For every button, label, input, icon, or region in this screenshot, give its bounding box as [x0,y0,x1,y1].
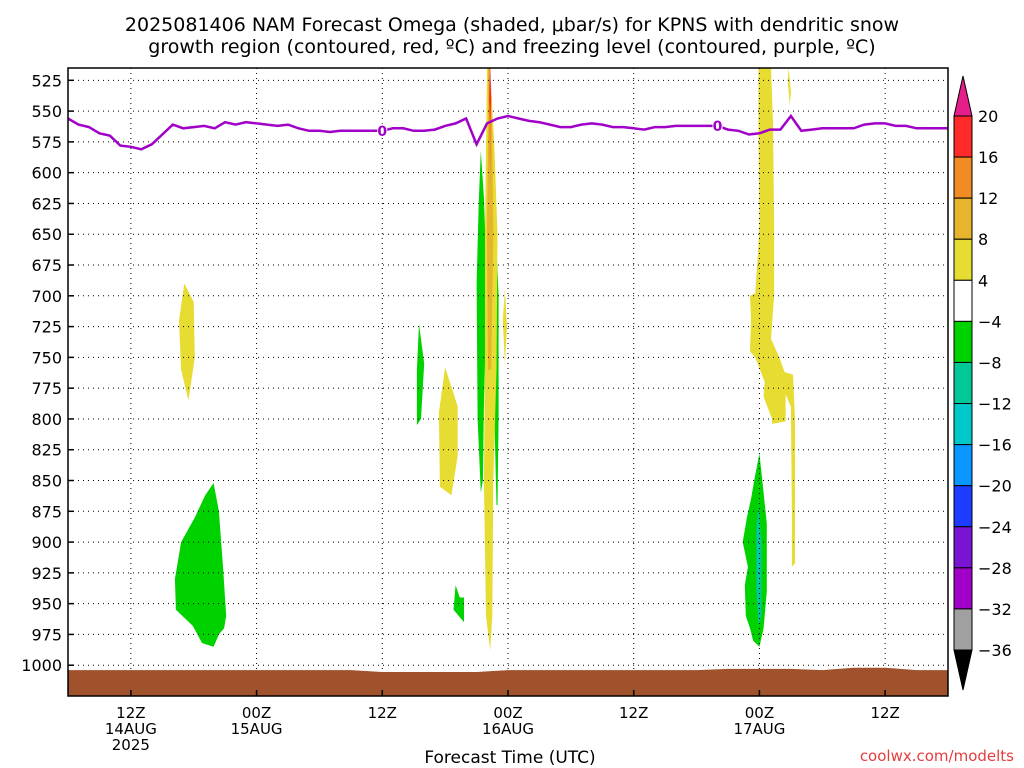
y-tick-label-875: 875 [31,502,62,521]
colorbar-bin-0 [953,115,973,158]
x-tick-label-66-1: 17AUG [733,720,785,738]
y-tick-label-600: 600 [31,164,62,183]
omega-region-5 [476,150,487,493]
y-tick-label-750: 750 [31,348,62,367]
omega-region-2 [416,324,425,426]
omega-region-3 [438,367,458,496]
omega-region-8 [487,68,494,370]
colorbar-label-8: −16 [978,436,1012,455]
y-tick-label-1000: 1000 [21,656,62,675]
colorbar-label-10: −24 [978,518,1012,537]
colorbar-bin-6 [953,361,973,405]
omega-shaded-regions [174,68,795,651]
colorbar-bin-8 [953,444,973,487]
colorbar-label-13: −36 [978,641,1012,660]
colorbar: 20 16 12 8 4 −4 −8 −12 −16 −20 −24 −28 −32 −36 [953,75,1012,691]
colorbar-bin-3 [953,238,973,281]
y-tick-label-925: 925 [31,564,62,583]
colorbar-bin-9 [953,485,973,528]
ground-band [68,667,948,696]
colorbar-label-2: 12 [978,189,998,208]
omega-region-11 [489,68,491,99]
x-tick-label-42-0: 00Z [493,704,522,722]
y-tick-label-650: 650 [31,225,62,244]
x-tick-label-6-2: 2025 [112,736,150,754]
colorbar-label-4: 4 [978,271,988,290]
gridlines [68,68,948,696]
y-tick-label-725: 725 [31,318,62,337]
y-tick-label-950: 950 [31,595,62,614]
colorbar-bin-7 [953,403,973,446]
x-tick-label-18-0: 00Z [242,704,271,722]
x-axis-title: Forecast Time (UTC) [424,748,595,768]
omega-region-1 [174,483,227,647]
freezing-level-label-0: 0 [377,124,387,140]
colorbar-label-0: 20 [978,107,998,126]
y-tick-label-850: 850 [31,472,62,491]
colorbar-label-11: −28 [978,559,1012,578]
colorbar-bin-2 [953,197,973,240]
colorbar-label-1: 16 [978,148,998,167]
colorbar-label-7: −12 [978,395,1012,414]
x-tick-label-54-0: 12Z [619,704,648,722]
y-tick-label-825: 825 [31,441,62,460]
ground-fill [68,667,948,696]
colorbar-bottom-arrow [953,649,973,691]
colorbar-bin-12 [953,608,973,651]
chart-title-line-1: 2025081406 NAM Forecast Omega (shaded, μ… [125,14,899,36]
y-axis-ticks: 525 550 575 600 625 650 675 700 725 750 775 800 825 8… [21,71,74,675]
y-tick-label-800: 800 [31,410,62,429]
colorbar-top-arrow [953,75,973,117]
credit-text: coolwx.com/modelts [860,747,1014,765]
omega-region-12 [502,289,507,364]
y-tick-label-525: 525 [31,71,62,90]
y-tick-label-675: 675 [31,256,62,275]
colorbar-bin-1 [953,156,973,199]
colorbar-label-3: 8 [978,230,988,249]
x-tick-label-42-1: 16AUG [482,720,534,738]
freezing-label-bg-0 [377,123,388,138]
colorbar-bin-11 [953,567,973,610]
y-tick-label-700: 700 [31,287,62,306]
x-tick-label-6-0: 12Z [116,704,145,722]
x-tick-label-66-0: 00Z [745,704,774,722]
omega-region-15 [742,453,767,647]
colorbar-bin-10 [953,526,973,569]
freezing-label-bg-1 [712,118,723,133]
y-tick-label-775: 775 [31,379,62,398]
colorbar-bin-5 [953,320,973,363]
y-tick-label-625: 625 [31,194,62,213]
colorbar-label-9: −20 [978,477,1012,496]
omega-region-14 [787,68,791,105]
chart-title-line-2: growth region (contoured, red, ºC) and f… [148,36,875,58]
colorbar-bin-4 [953,279,973,322]
x-tick-label-30-0: 12Z [368,704,397,722]
x-tick-label-18-1: 15AUG [231,720,283,738]
colorbar-label-12: −32 [978,600,1012,619]
y-tick-label-900: 900 [31,533,62,552]
x-tick-label-78-0: 12Z [870,704,899,722]
omega-region-0 [179,283,195,401]
y-tick-label-975: 975 [31,625,62,644]
y-tick-label-575: 575 [31,133,62,152]
x-tick-label-6-1: 14AUG [105,720,157,738]
omega-region-17 [757,523,760,592]
freezing-level-label-1: 0 [713,119,723,135]
y-tick-label-550: 550 [31,102,62,121]
omega-region-13 [750,68,795,567]
colorbar-label-6: −8 [978,353,1002,372]
freezing-level-line [67,113,948,151]
colorbar-label-5: −4 [978,312,1002,331]
